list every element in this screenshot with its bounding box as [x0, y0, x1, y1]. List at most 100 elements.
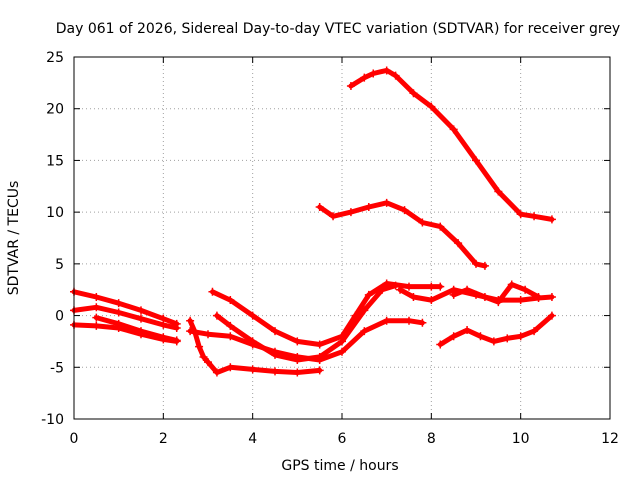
- data-point: [360, 73, 369, 82]
- data-point: [534, 292, 543, 301]
- data-point: [137, 314, 145, 323]
- y-tick-label: 5: [55, 257, 64, 273]
- series-line: [214, 283, 399, 363]
- data-point: [137, 327, 145, 336]
- y-tick-label: 0: [55, 309, 64, 325]
- data-point: [364, 290, 373, 299]
- data-point: [199, 352, 208, 361]
- data-point: [212, 311, 221, 320]
- data-point: [494, 187, 503, 196]
- data-point: [463, 326, 472, 335]
- data-point: [364, 202, 373, 211]
- data-point: [338, 337, 346, 346]
- data-point: [92, 292, 101, 301]
- data-point: [360, 327, 369, 336]
- x-tick-label: 10: [512, 431, 530, 447]
- data-point: [159, 333, 168, 342]
- y-tick-label: 20: [46, 102, 64, 118]
- plot-frame: [73, 56, 611, 420]
- data-point: [293, 368, 302, 377]
- data-point: [92, 303, 101, 312]
- x-tick-label: 6: [338, 431, 347, 447]
- data-point: [530, 327, 539, 336]
- data-point: [293, 356, 302, 365]
- data-point: [480, 261, 489, 270]
- data-point: [226, 296, 235, 305]
- data-point: [248, 311, 257, 320]
- data-point: [114, 308, 123, 317]
- series-line: [348, 67, 555, 222]
- data-point: [427, 282, 436, 291]
- series-track-8: [212, 281, 400, 365]
- data-point: [418, 318, 427, 327]
- data-point: [449, 290, 458, 299]
- data-point: [204, 330, 212, 339]
- data-point: [516, 296, 525, 305]
- data-point: [427, 296, 436, 305]
- series-track-10: [346, 66, 556, 224]
- data-point: [382, 316, 391, 325]
- data-point: [454, 239, 463, 248]
- y-tick-label: -10: [41, 412, 64, 428]
- data-point: [463, 285, 472, 294]
- y-tick-label: 25: [46, 50, 64, 66]
- data-point: [472, 259, 480, 268]
- data-point: [427, 102, 436, 111]
- series-track-5: [186, 316, 324, 377]
- series-track-9: [315, 198, 489, 270]
- x-tick-label: 8: [427, 431, 436, 447]
- data-point: [114, 319, 123, 328]
- data-point: [346, 208, 355, 217]
- data-point: [382, 66, 391, 75]
- x-tick-label: 0: [70, 431, 79, 447]
- data-point: [530, 212, 539, 221]
- data-point: [436, 282, 445, 291]
- data-point: [449, 332, 458, 341]
- data-point: [516, 210, 525, 219]
- data-point: [293, 337, 302, 346]
- y-axis-ticks: -10 -5 0 5 10 15 20 25: [41, 50, 610, 428]
- data-point: [449, 125, 458, 134]
- data-point: [409, 89, 418, 98]
- data-point: [360, 306, 369, 315]
- data-point: [507, 280, 516, 289]
- y-axis-label: SDTVAR / TECUs: [6, 181, 22, 296]
- x-tick-label: 12: [601, 431, 619, 447]
- data-point: [405, 282, 413, 291]
- x-tick-label: 2: [159, 431, 168, 447]
- data-point: [378, 285, 387, 294]
- data-point: [480, 292, 489, 301]
- x-axis-label: GPS time / hours: [281, 458, 398, 474]
- data-point: [369, 69, 378, 78]
- y-tick-label: 15: [46, 153, 64, 169]
- series-track-13: [436, 311, 556, 349]
- data-point: [391, 71, 400, 80]
- data-point: [489, 337, 498, 346]
- series-track-12: [449, 280, 543, 307]
- data-point: [503, 334, 512, 343]
- data-point: [137, 306, 145, 315]
- data-point: [409, 292, 418, 301]
- data-point: [329, 212, 338, 221]
- chart-title: Day 061 of 2026, Sidereal Day-to-day VTE…: [56, 21, 620, 37]
- data-point: [405, 316, 413, 325]
- data-point: [418, 218, 427, 227]
- data-point: [204, 358, 212, 367]
- data-point: [208, 287, 217, 296]
- data-point: [172, 336, 181, 345]
- data-point: [172, 323, 181, 332]
- data-point: [114, 299, 123, 308]
- grid: [74, 57, 610, 419]
- data-point: [547, 292, 556, 301]
- data-point: [212, 368, 221, 377]
- data-point: [186, 316, 195, 325]
- data-point: [521, 285, 530, 294]
- series-line: [437, 313, 555, 347]
- data-point: [476, 332, 485, 341]
- data-point: [271, 327, 279, 336]
- data-point: [226, 363, 235, 372]
- y-tick-label: -5: [50, 360, 64, 376]
- data-point: [271, 350, 279, 359]
- data-point: [400, 206, 409, 215]
